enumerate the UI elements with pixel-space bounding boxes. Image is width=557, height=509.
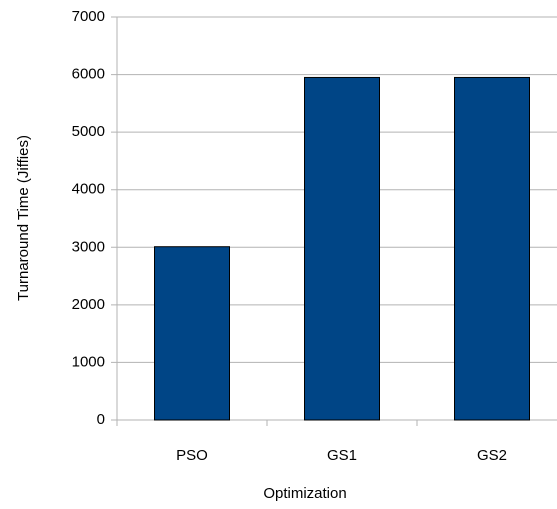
x-tick-label: GS1 [327, 447, 357, 464]
x-tick-label: PSO [176, 447, 208, 464]
x-tick-label: GS2 [477, 447, 507, 464]
y-tick-label: 4000 [72, 181, 105, 198]
y-tick-label: 2000 [72, 296, 105, 313]
x-axis-label: Optimization [263, 485, 346, 502]
bar [154, 246, 230, 421]
y-tick-label: 1000 [72, 353, 105, 370]
y-axis-label: Turnaround Time (Jiffies) [15, 135, 32, 301]
y-tick-label: 7000 [72, 8, 105, 25]
bar [304, 76, 380, 421]
y-tick-label: 6000 [72, 66, 105, 83]
y-tick-label: 0 [97, 411, 105, 428]
y-tick-label: 5000 [72, 123, 105, 140]
bar [454, 76, 530, 421]
y-tick-label: 3000 [72, 238, 105, 255]
